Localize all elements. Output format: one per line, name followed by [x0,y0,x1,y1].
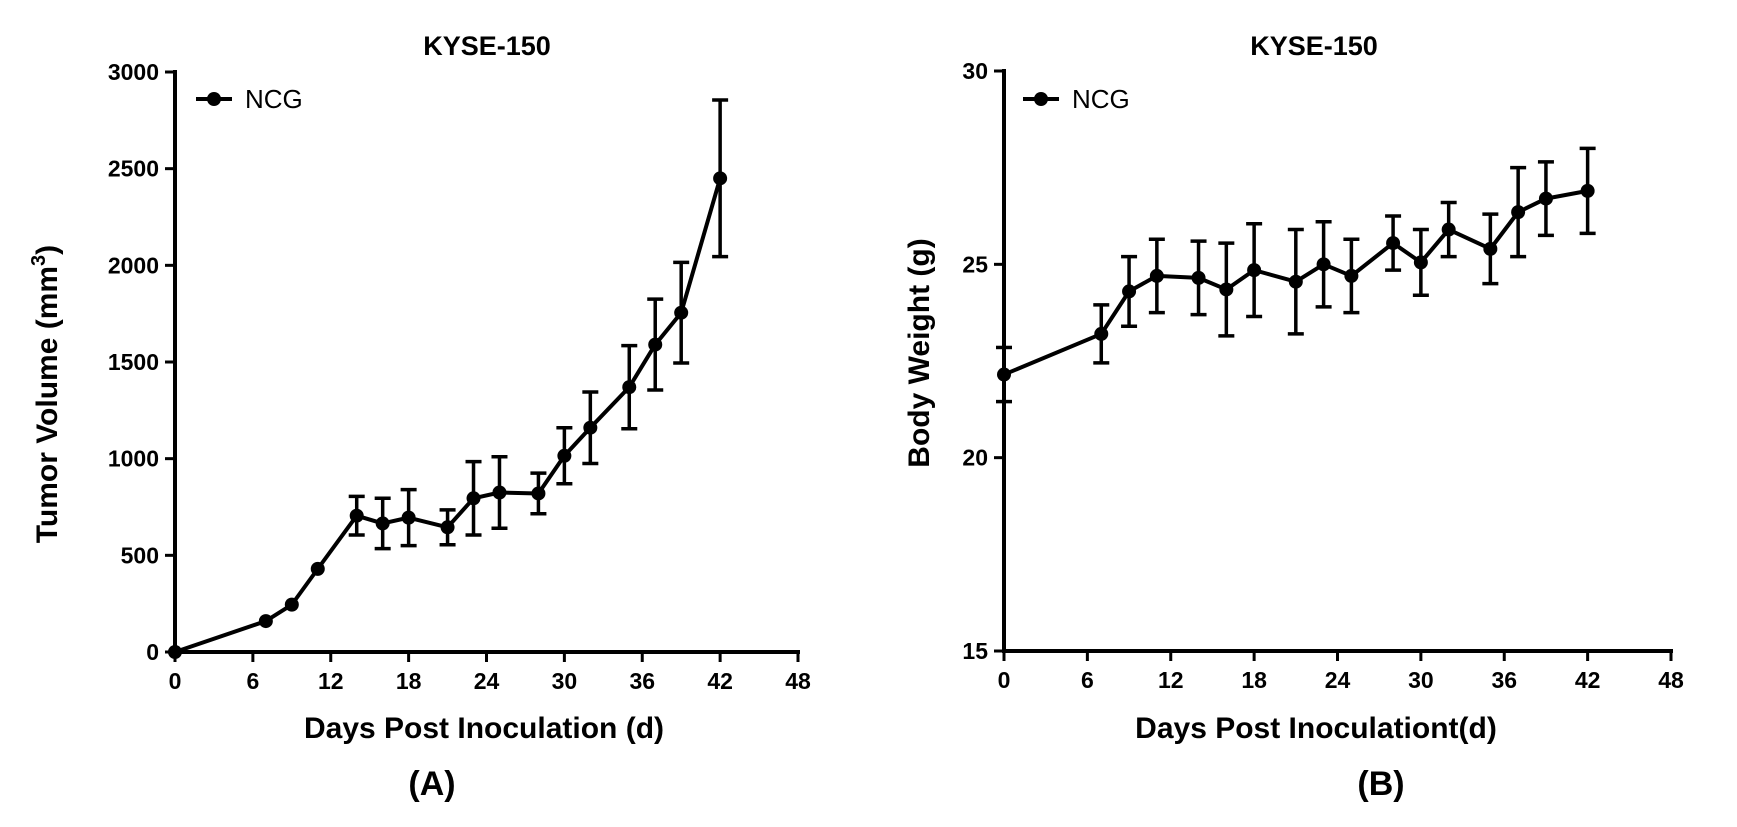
x-tick-label: 48 [1658,667,1684,693]
y-axis-label: Tumor Volume (mm3) [28,245,64,543]
data-point [349,508,364,523]
data-point [1149,268,1164,283]
x-tick-label: 6 [246,668,259,694]
x-tick-label: 18 [1241,667,1267,693]
legend: NCG [196,84,303,114]
x-tick-label: 0 [169,668,182,694]
x-tick-label: 30 [552,668,578,694]
panel-label: (A) [408,765,455,803]
data-point [1441,222,1456,237]
y-tick-label: 30 [962,58,988,84]
data-point [310,561,325,576]
x-tick-label: 42 [1575,667,1601,693]
data-point [1538,191,1553,206]
x-tick-label: 24 [474,668,500,694]
plot-area: 0 6 12 18 24 30 36 42 48 0 500 1000 1500 2000 2500 3000 [108,59,811,694]
y-tick-label: 2500 [108,156,159,182]
data-point [583,420,598,435]
data-point [674,305,689,320]
y-axis-label: Body Weight (g) [903,238,936,467]
x-tick-label: 36 [629,668,655,694]
legend-label: NCG [245,84,303,114]
legend-marker [207,92,221,106]
data-point [168,645,182,659]
x-axis-label: Days Post Inoculationt(d) [1135,712,1497,745]
data-point [622,380,637,395]
y-tick-label: 0 [146,639,159,665]
x-tick-label: 42 [707,668,733,694]
data-point [284,597,299,612]
data-point [1580,183,1595,198]
x-tick-label: 24 [1325,667,1351,693]
data-point [1094,326,1109,341]
y-tick-label: 20 [962,445,988,471]
x-axis-label: Days Post Inoculation (d) [304,712,664,745]
data-point [1247,263,1262,278]
data-point [401,510,416,525]
x-tick-label: 30 [1408,667,1434,693]
panel-a-tumor-volume-chart: KYSE-150 0 6 12 18 24 30 36 42 48 0 500 1000 1500 200… [28,31,811,803]
data-point [557,448,572,463]
x-tick-label: 12 [318,668,344,694]
data-point [1122,284,1137,299]
data-point [1316,257,1331,272]
chart-title: KYSE-150 [423,31,551,61]
data-point [1191,270,1206,285]
y-tick-label: 1500 [108,349,159,375]
y-tick-label: 500 [121,542,159,568]
data-point [440,520,455,535]
chart-title: KYSE-150 [1250,31,1378,61]
data-point [1483,241,1498,256]
y-tick-label: 25 [962,251,988,277]
y-tick-label: 3000 [108,59,159,85]
data-point [1511,205,1526,220]
data-point [997,367,1011,382]
data-point [1344,268,1359,283]
data-point [531,486,546,501]
y-tick-label: 15 [962,638,988,664]
plot-area: 0 6 12 18 24 30 36 42 48 15 20 25 30 [962,58,1684,693]
data-point [1288,274,1303,289]
data-point [1219,282,1234,297]
x-tick-label: 6 [1081,667,1094,693]
data-point [466,491,481,506]
panel-b-body-weight-chart: KYSE-150 0 6 12 18 24 30 36 42 48 15 20 25 30 NCG Bo… [903,31,1684,803]
data-point [375,516,390,531]
y-tick-label: 2000 [108,252,159,278]
x-tick-label: 48 [785,668,811,694]
data-point [713,171,728,186]
series-line [174,177,723,654]
legend-label: NCG [1072,84,1130,114]
data-point [1386,236,1401,251]
panel-label: (B) [1357,765,1404,803]
data-point [492,485,507,500]
x-tick-label: 36 [1491,667,1517,693]
x-tick-label: 18 [396,668,422,694]
data-point [648,337,663,352]
legend-marker [1034,92,1048,106]
x-tick-label: 12 [1158,667,1184,693]
data-point [1413,255,1428,270]
y-tick-label: 1000 [108,446,159,472]
data-point [258,614,273,629]
x-tick-label: 0 [998,667,1011,693]
legend: NCG [1023,84,1130,114]
